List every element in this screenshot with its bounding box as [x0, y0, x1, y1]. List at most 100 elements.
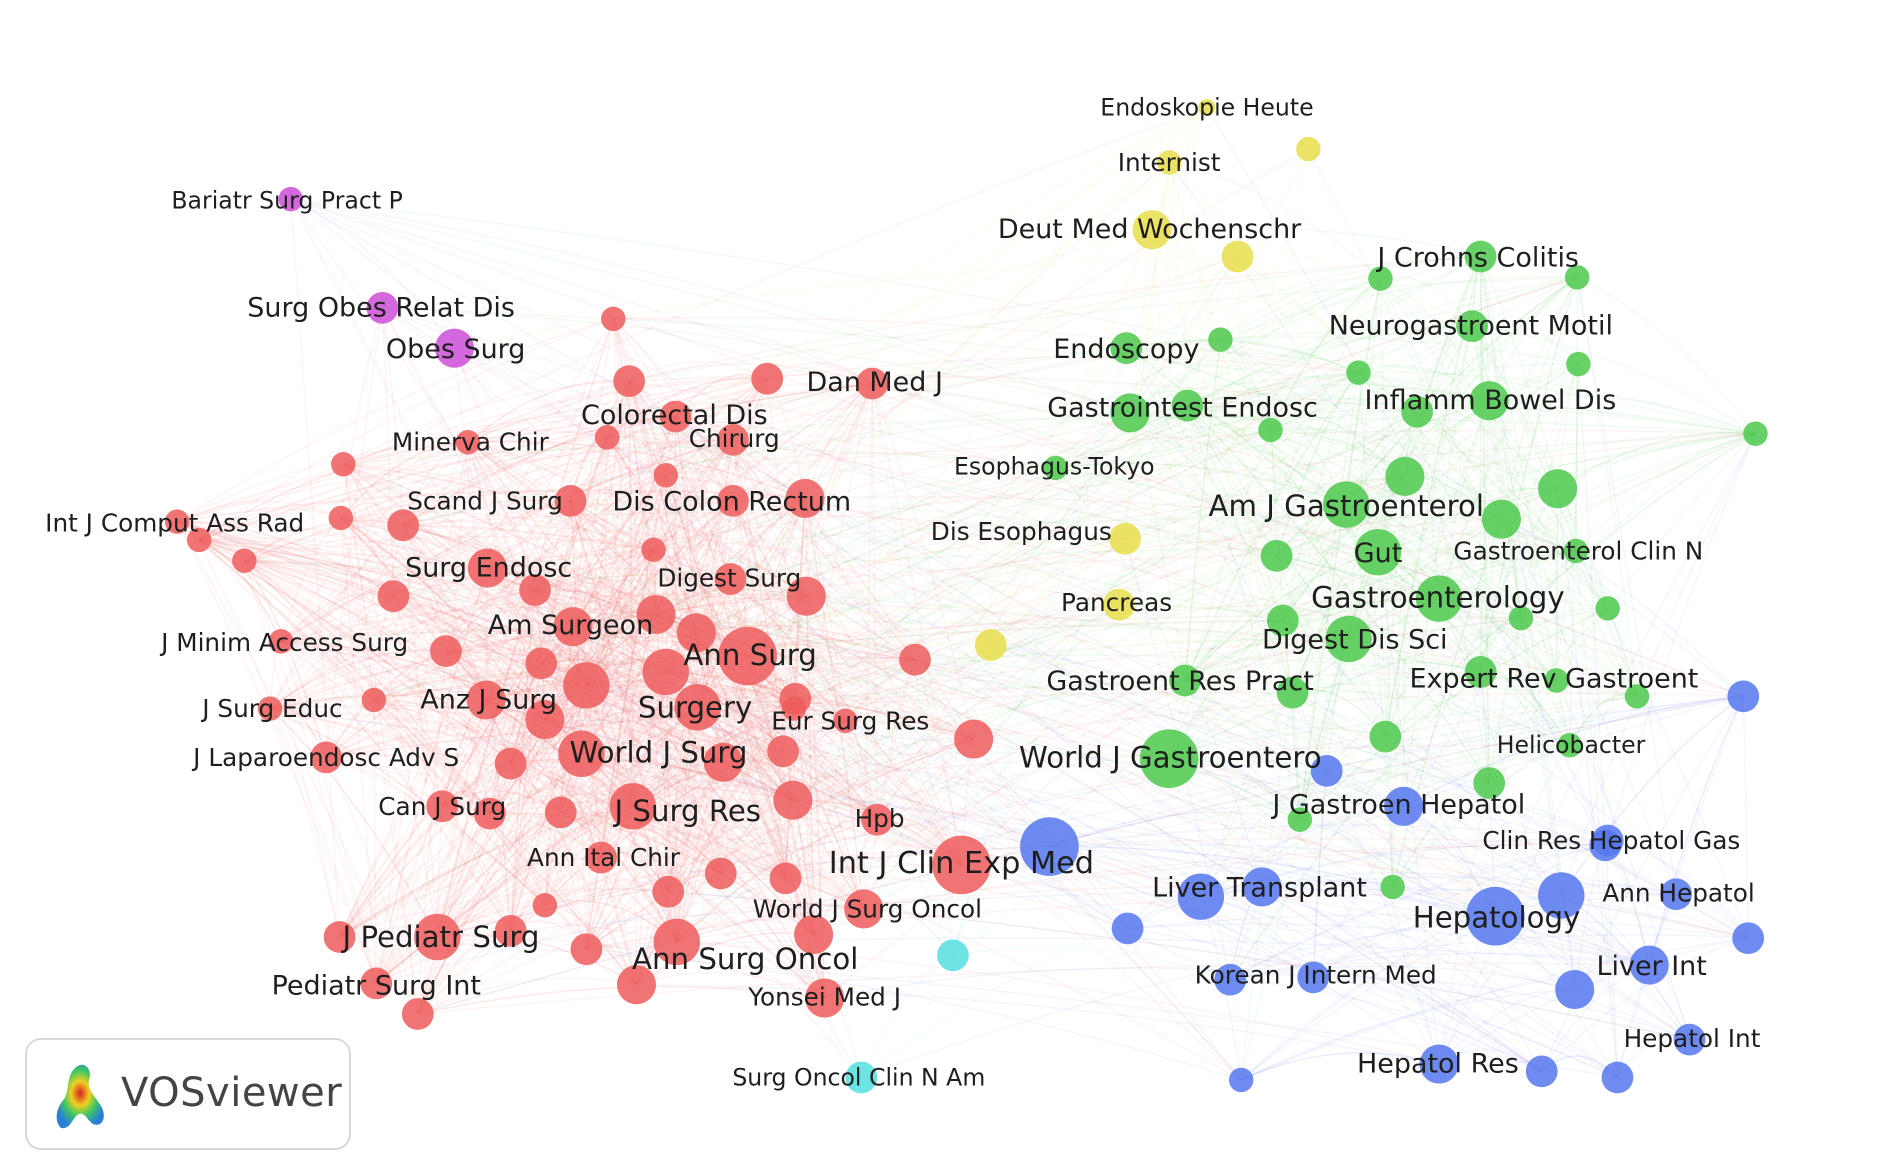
journal-node[interactable] [641, 537, 666, 562]
journal-node[interactable] [278, 186, 303, 212]
journal-node[interactable] [899, 643, 931, 676]
journal-node[interactable] [430, 635, 462, 668]
journal-node[interactable] [1732, 922, 1765, 955]
journal-node[interactable] [861, 803, 894, 836]
journal-node[interactable] [1156, 150, 1182, 175]
journal-node[interactable] [186, 527, 212, 553]
journal-node[interactable] [773, 780, 813, 820]
journal-node[interactable] [1555, 969, 1595, 1010]
journal-node[interactable] [331, 452, 356, 477]
journal-node[interactable] [1208, 327, 1233, 352]
journal-node[interactable] [1111, 912, 1144, 945]
journal-node[interactable] [525, 647, 558, 680]
journal-node[interactable] [1727, 680, 1760, 713]
journal-node[interactable] [1110, 332, 1143, 365]
journal-node[interactable] [613, 365, 646, 398]
journal-node[interactable] [1660, 878, 1692, 911]
journal-node[interactable] [1139, 729, 1199, 788]
journal-node[interactable] [1673, 1023, 1706, 1056]
journal-node[interactable] [1132, 210, 1172, 250]
journal-node[interactable] [704, 857, 737, 890]
journal-node[interactable] [601, 306, 626, 332]
journal-node[interactable] [1323, 481, 1370, 528]
journal-node[interactable] [1020, 817, 1079, 876]
journal-node[interactable] [1557, 732, 1583, 758]
journal-node[interactable] [717, 484, 749, 517]
journal-node[interactable] [714, 563, 747, 595]
journal-node[interactable] [674, 684, 721, 731]
journal-node[interactable] [1266, 604, 1299, 637]
journal-node[interactable] [1369, 720, 1402, 753]
journal-node[interactable] [781, 696, 807, 721]
journal-node[interactable] [474, 797, 506, 830]
journal-node[interactable] [1464, 240, 1497, 273]
journal-node[interactable] [1198, 98, 1216, 117]
journal-node[interactable] [609, 783, 657, 830]
journal-node[interactable] [974, 629, 1007, 661]
journal-node[interactable] [1464, 656, 1497, 688]
journal-node[interactable] [1214, 963, 1247, 996]
journal-node[interactable] [519, 574, 551, 606]
journal-node[interactable] [387, 509, 420, 542]
journal-node[interactable] [653, 463, 679, 488]
journal-node[interactable] [532, 893, 558, 918]
journal-node[interactable] [856, 367, 889, 400]
journal-node[interactable] [1354, 528, 1402, 576]
journal-node[interactable] [1473, 767, 1506, 799]
journal-node[interactable] [164, 509, 190, 534]
journal-node[interactable] [494, 915, 527, 947]
journal-node[interactable] [932, 835, 991, 895]
journal-node[interactable] [1419, 1044, 1459, 1084]
journal-node[interactable] [1538, 469, 1578, 509]
journal-node[interactable] [1624, 684, 1650, 709]
journal-node[interactable] [1043, 455, 1068, 481]
journal-node[interactable] [544, 796, 577, 829]
journal-node[interactable] [570, 933, 603, 966]
journal-node[interactable] [366, 291, 399, 324]
journal-node[interactable] [1296, 136, 1321, 162]
journal-node[interactable] [1310, 754, 1343, 787]
journal-node[interactable] [494, 747, 527, 780]
journal-node[interactable] [1525, 1055, 1558, 1088]
journal-node[interactable] [1629, 945, 1669, 985]
journal-node[interactable] [377, 580, 410, 613]
journal-node[interactable] [636, 594, 676, 635]
journal-node[interactable] [1260, 539, 1293, 572]
journal-node[interactable] [1221, 240, 1254, 273]
journal-node[interactable] [310, 741, 343, 774]
journal-node[interactable] [1743, 421, 1768, 446]
journal-node[interactable] [323, 921, 356, 953]
journal-node[interactable] [1456, 310, 1488, 343]
journal-node[interactable] [1566, 351, 1591, 377]
journal-node[interactable] [1508, 605, 1534, 631]
journal-node[interactable] [805, 978, 845, 1018]
journal-node[interactable] [1385, 456, 1425, 496]
journal-node[interactable] [257, 696, 283, 721]
journal-node[interactable] [434, 328, 474, 368]
journal-node[interactable] [553, 607, 593, 647]
journal-node[interactable] [1563, 538, 1589, 564]
journal-node[interactable] [554, 484, 587, 517]
journal-node[interactable] [659, 400, 692, 433]
journal-node[interactable] [1171, 389, 1204, 422]
journal-node[interactable] [1481, 499, 1521, 539]
journal-node[interactable] [1465, 886, 1525, 946]
journal-node[interactable] [455, 430, 481, 455]
journal-node[interactable] [1109, 522, 1142, 555]
journal-node[interactable] [466, 680, 506, 720]
journal-node[interactable] [1384, 786, 1424, 826]
journal-node[interactable] [1242, 867, 1282, 907]
journal-node[interactable] [328, 505, 354, 531]
journal-node[interactable] [1103, 588, 1135, 621]
journal-node[interactable] [360, 967, 393, 1000]
journal-node[interactable] [785, 478, 825, 518]
journal-node[interactable] [845, 1061, 878, 1094]
journal-node[interactable] [616, 965, 657, 1005]
journal-node[interactable] [232, 548, 257, 573]
journal-node[interactable] [786, 576, 826, 616]
journal-node[interactable] [1276, 676, 1309, 709]
journal-node[interactable] [653, 918, 701, 966]
journal-node[interactable] [642, 648, 690, 696]
journal-node[interactable] [1401, 395, 1433, 428]
journal-node[interactable] [1110, 393, 1150, 433]
